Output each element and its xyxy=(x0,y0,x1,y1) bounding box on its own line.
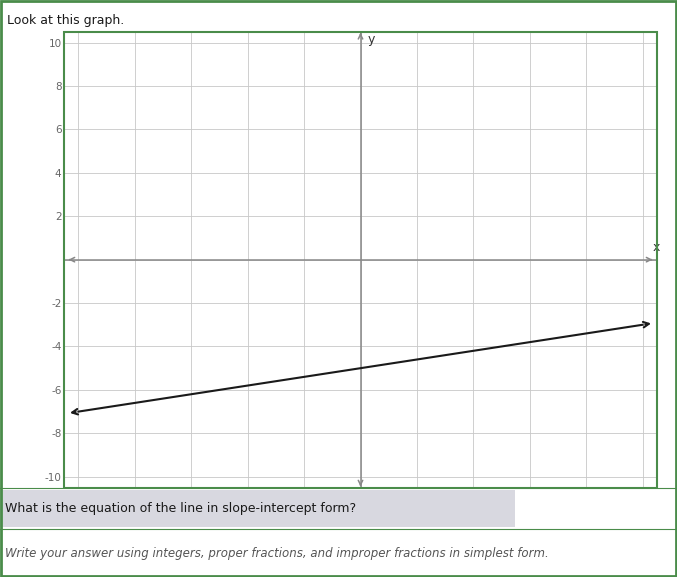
Text: What is the equation of the line in slope-intercept form?: What is the equation of the line in slop… xyxy=(5,502,357,515)
Text: y: y xyxy=(368,33,375,46)
Text: Look at this graph.: Look at this graph. xyxy=(7,14,124,28)
Bar xyxy=(0,490,515,527)
Text: x: x xyxy=(653,241,659,254)
Text: Write your answer using integers, proper fractions, and improper fractions in si: Write your answer using integers, proper… xyxy=(5,546,549,560)
